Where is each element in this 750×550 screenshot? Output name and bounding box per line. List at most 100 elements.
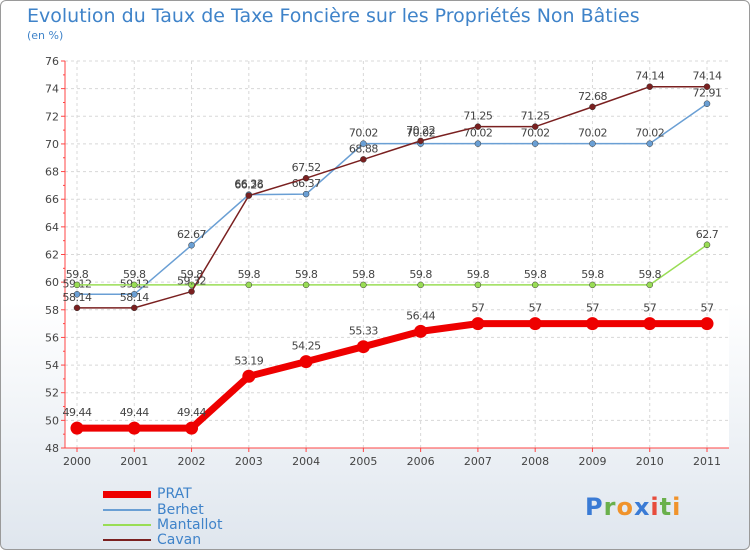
legend-item-prat: PRAT [103, 487, 192, 501]
data-label-mantallot: 59.8 [66, 268, 89, 281]
data-point-berhet [589, 140, 596, 147]
data-point-berhet [73, 291, 81, 298]
data-point-prat [700, 317, 714, 331]
logo-letter: x [633, 493, 651, 521]
data-point-cavan [360, 156, 367, 163]
legend-item-berhet: Berhet [103, 503, 204, 517]
legend-item-cavan: Cavan [103, 533, 201, 547]
unit-label: (en %) [27, 29, 64, 42]
data-label-cavan: 68.88 [349, 142, 378, 155]
data-label-cavan: 58.14 [120, 291, 149, 304]
data-point-cavan [188, 288, 195, 295]
data-point-prat [643, 317, 657, 331]
data-label-mantallot: 59.8 [409, 268, 432, 281]
data-label-prat: 49.44 [177, 406, 206, 419]
y-tick-label: 52 [45, 387, 59, 400]
data-point-prat [528, 317, 542, 331]
data-point-mantallot [474, 281, 482, 289]
data-label-prat: 57 [471, 302, 484, 315]
data-point-mantallot [302, 281, 310, 289]
data-label-mantallot: 59.8 [238, 268, 261, 281]
data-point-prat [242, 369, 256, 383]
data-label-cavan: 67.52 [292, 161, 321, 174]
data-label-mantallot: 59.8 [467, 268, 490, 281]
data-label-prat: 57 [529, 302, 542, 315]
data-label-mantallot: 59.8 [123, 268, 146, 281]
data-label-mantallot: 59.8 [524, 268, 547, 281]
x-tick-label: 2003 [235, 455, 263, 468]
y-tick-label: 66 [45, 193, 59, 206]
y-tick-label: 62 [45, 249, 59, 262]
data-label-berhet: 72.91 [693, 87, 722, 100]
series-line-prat [77, 320, 707, 432]
data-point-cavan [589, 103, 596, 111]
data-label-cavan: 71.25 [463, 110, 492, 123]
data-label-mantallot: 59.8 [638, 268, 661, 281]
data-point-mantallot [245, 281, 253, 289]
data-point-berhet [474, 140, 482, 147]
data-label-cavan: 70.22 [406, 124, 435, 137]
x-tick-label: 2002 [178, 455, 206, 468]
data-label-berhet: 70.02 [406, 127, 435, 140]
legend-label-cavan: Cavan [157, 532, 202, 548]
data-point-cavan [245, 192, 253, 199]
chart-title: Evolution du Taux de Taxe Foncière sur l… [27, 5, 640, 27]
logo-letter: t [659, 493, 673, 521]
legend-item-mantallot: Mantallot [103, 518, 222, 532]
x-tick-label: 2011 [693, 455, 721, 468]
logo-letter: r [603, 493, 617, 521]
legend-swatch-mantallot [103, 524, 151, 526]
y-tick-label: 58 [45, 304, 59, 317]
series-line-berhet [77, 103, 708, 296]
data-label-prat: 57 [643, 302, 656, 315]
data-label-prat: 55.33 [349, 325, 378, 338]
y-tick-label: 76 [45, 55, 59, 68]
x-tick-label: 2007 [464, 455, 492, 468]
data-label-berhet: 70.02 [635, 127, 664, 140]
data-label-berhet: 70.02 [463, 127, 492, 140]
data-label-prat: 57 [701, 302, 714, 315]
legend-label-berhet: Berhet [157, 502, 204, 518]
y-tick-label: 74 [45, 83, 59, 96]
data-point-berhet [188, 241, 195, 249]
data-label-prat: 54.25 [292, 340, 321, 353]
x-tick-label: 2001 [120, 455, 148, 468]
data-point-mantallot [417, 281, 424, 289]
data-label-berhet: 66.33 [234, 178, 263, 191]
data-point-prat [127, 421, 141, 435]
data-point-cavan [73, 304, 81, 312]
y-tick-label: 68 [45, 166, 59, 179]
data-point-berhet [360, 140, 367, 147]
data-point-prat [356, 340, 370, 354]
data-point-berhet [531, 140, 539, 147]
x-tick-label: 2004 [292, 455, 320, 468]
data-point-mantallot [188, 281, 195, 289]
data-point-mantallot [646, 281, 653, 289]
legend-swatch-cavan [103, 539, 151, 541]
x-tick-label: 2000 [63, 455, 91, 468]
data-label-prat: 49.44 [63, 406, 92, 419]
logo-letter: i [650, 493, 660, 521]
data-label-cavan: 66.26 [234, 179, 263, 192]
legend-label-mantallot: Mantallot [157, 517, 223, 533]
data-point-mantallot [531, 281, 539, 289]
y-tick-label: 50 [45, 414, 59, 427]
y-tick-label: 72 [45, 110, 59, 123]
y-tick-label: 56 [45, 331, 59, 344]
data-point-mantallot [703, 241, 711, 249]
data-label-mantallot: 62.7 [696, 228, 719, 241]
data-point-berhet [302, 190, 310, 198]
data-point-prat [299, 355, 313, 369]
data-label-prat: 49.44 [120, 406, 149, 419]
data-point-prat [414, 324, 428, 338]
y-tick-label: 54 [45, 359, 59, 372]
data-label-mantallot: 59.8 [581, 268, 604, 281]
data-point-mantallot [589, 281, 596, 289]
data-point-cavan [131, 304, 138, 312]
data-label-berhet: 62.67 [177, 228, 206, 241]
data-label-cavan: 58.14 [63, 291, 92, 304]
data-point-cavan [531, 123, 539, 130]
data-label-prat: 56.44 [406, 309, 435, 322]
logo-letter: i [672, 493, 682, 521]
